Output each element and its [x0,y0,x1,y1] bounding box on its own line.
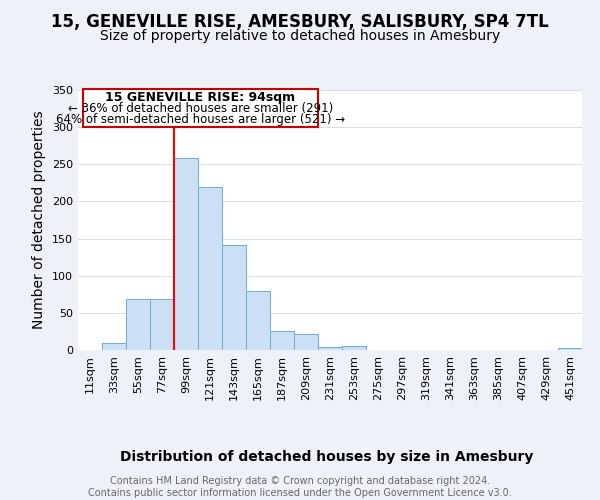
Bar [150,300,174,350]
Text: 15, GENEVILLE RISE, AMESBURY, SALISBURY, SP4 7TL: 15, GENEVILLE RISE, AMESBURY, SALISBURY,… [51,12,549,30]
Text: Contains HM Land Registry data © Crown copyright and database right 2024.: Contains HM Land Registry data © Crown c… [110,476,490,486]
Bar [558,348,582,350]
Text: ← 36% of detached houses are smaller (291): ← 36% of detached houses are smaller (29… [68,102,333,115]
Text: 15 GENEVILLE RISE: 94sqm: 15 GENEVILLE RISE: 94sqm [106,91,295,104]
Bar [246,290,270,350]
Bar [222,244,246,350]
Bar [126,300,150,350]
Bar [102,342,126,350]
Bar [294,334,318,350]
Text: Size of property relative to detached houses in Amesbury: Size of property relative to detached ho… [100,29,500,43]
Bar [174,158,198,350]
Bar [198,186,222,350]
Bar [342,346,366,350]
Text: Contains public sector information licensed under the Open Government Licence v3: Contains public sector information licen… [88,488,512,498]
Text: Distribution of detached houses by size in Amesbury: Distribution of detached houses by size … [121,450,533,464]
Bar [270,332,294,350]
Y-axis label: Number of detached properties: Number of detached properties [32,110,46,330]
Bar [318,347,342,350]
Text: 64% of semi-detached houses are larger (521) →: 64% of semi-detached houses are larger (… [56,113,345,126]
